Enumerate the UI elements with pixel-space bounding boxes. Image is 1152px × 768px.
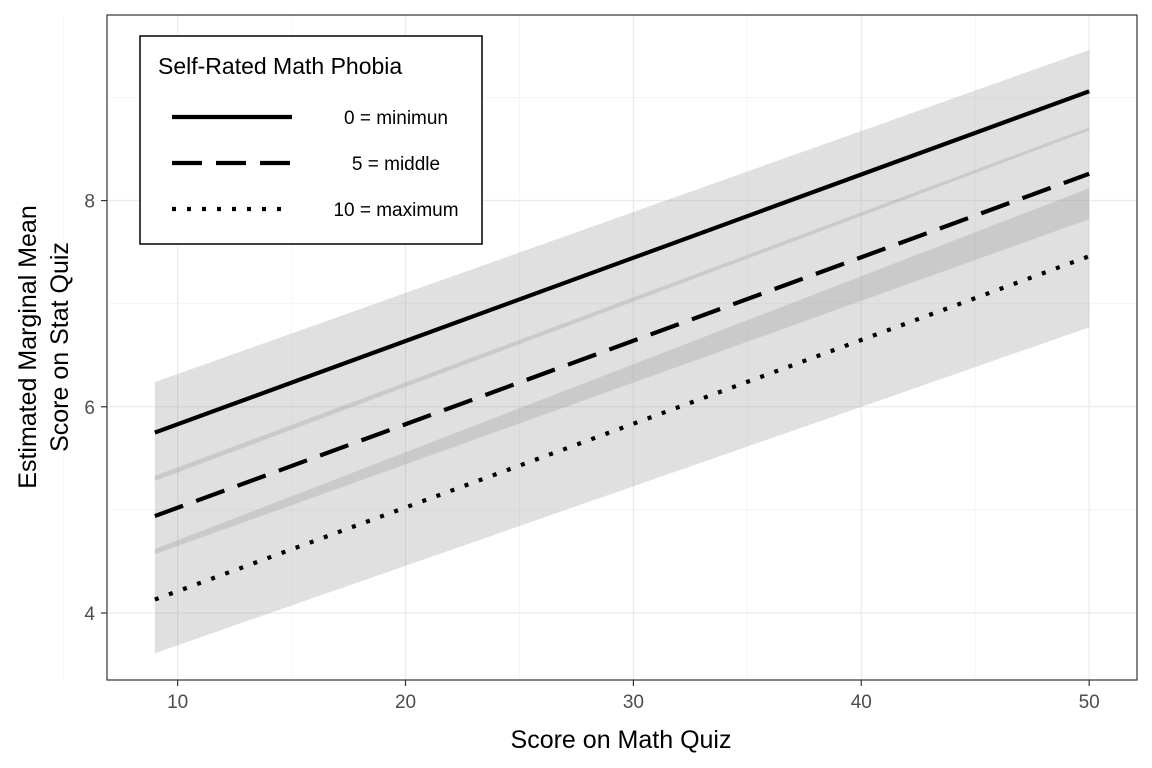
y-tick-label: 8	[84, 192, 95, 213]
confidence-ribbon-series-2	[154, 127, 1090, 555]
x-tick-label: 40	[851, 692, 872, 713]
x-tick-label: 50	[1079, 692, 1100, 713]
y-axis-title-line-1: Estimated Marginal Mean	[14, 205, 42, 488]
legend-label-2: 5 = middle	[352, 154, 440, 175]
series-line-3	[154, 254, 1090, 602]
y-tick-label: 4	[84, 604, 95, 625]
confidence-ribbons	[154, 50, 1090, 654]
legend-label-1: 0 = minimun	[344, 108, 448, 129]
x-axis-ticks: 10 20 30 40 50	[167, 680, 1100, 713]
x-tick-label: 20	[395, 692, 416, 713]
x-tick-label: 30	[623, 692, 644, 713]
y-tick-label: 6	[84, 398, 95, 419]
x-tick-label: 10	[167, 692, 188, 713]
legend-label-3: 10 = maximum	[333, 200, 458, 221]
series-lines	[154, 89, 1090, 602]
x-axis-title: Score on Math Quiz	[511, 726, 732, 754]
legend: Self-Rated Math Phobia 0 = minimun 5 = mi…	[139, 35, 483, 245]
legend-title: Self-Rated Math Phobia	[158, 53, 402, 79]
confidence-ribbon-series-1	[154, 50, 1090, 482]
y-axis-ticks: 4 6 8	[84, 192, 107, 625]
series-line-1	[154, 89, 1090, 435]
confidence-ribbon-series-3	[154, 188, 1090, 654]
series-line-2	[154, 171, 1090, 519]
legend-keys: 0 = minimun 5 = middle 10 = maximum	[172, 108, 459, 221]
y-axis-title-line-2: Score on Stat Quiz	[46, 242, 74, 452]
legend-box	[139, 35, 483, 245]
panel-border	[106, 14, 1138, 681]
